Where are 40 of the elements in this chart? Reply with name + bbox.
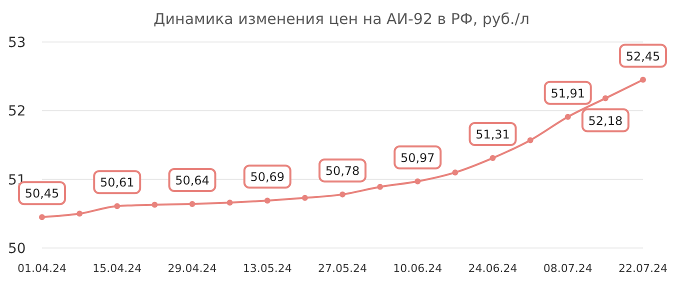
point bbox=[640, 76, 646, 83]
point bbox=[76, 210, 83, 217]
data-label: 50,61 bbox=[100, 176, 134, 190]
point bbox=[152, 202, 158, 208]
x-tick-label: 15.04.24 bbox=[92, 262, 142, 275]
data-label: 50,45 bbox=[24, 186, 60, 201]
data-label: 52,18 bbox=[588, 114, 623, 128]
point bbox=[189, 201, 196, 208]
data-label: 51,31 bbox=[476, 128, 510, 142]
data-label: 50,69 bbox=[250, 170, 285, 184]
point bbox=[490, 155, 496, 162]
x-tick-label: 24.06.24 bbox=[468, 262, 518, 275]
chart-title: Динамика изменения цен на АИ-92 в РФ, руб./л bbox=[154, 10, 530, 28]
point bbox=[602, 95, 608, 102]
point bbox=[452, 169, 458, 176]
point bbox=[39, 214, 45, 220]
y-tick-label: 52 bbox=[8, 104, 26, 120]
point bbox=[564, 114, 571, 120]
y-tick-label: 53 bbox=[8, 35, 26, 51]
point bbox=[226, 200, 233, 206]
x-tick-label: 27.05.24 bbox=[318, 262, 367, 275]
data-label: 50,97 bbox=[400, 150, 435, 165]
point bbox=[114, 203, 120, 210]
point bbox=[340, 191, 346, 198]
point bbox=[377, 184, 384, 190]
point bbox=[302, 194, 308, 201]
y-tick-label: 50 bbox=[8, 241, 26, 257]
x-tick-label: 29.04.24 bbox=[168, 262, 217, 275]
data-label: 50,64 bbox=[175, 174, 210, 188]
x-tick-label: 13.05.24 bbox=[242, 262, 292, 275]
x-tick-label: 10.06.24 bbox=[393, 262, 442, 275]
x-tick-label: 01.04.24 bbox=[18, 262, 66, 275]
data-label: 50,78 bbox=[325, 164, 360, 178]
x-tick-label: 22.07.24 bbox=[618, 262, 668, 275]
point bbox=[527, 137, 534, 144]
data-label: 52,45 bbox=[626, 49, 660, 64]
point bbox=[414, 178, 421, 184]
x-tick-label: 08.07.24 bbox=[543, 262, 592, 275]
point bbox=[264, 198, 270, 204]
data-label: 51,91 bbox=[550, 86, 586, 100]
